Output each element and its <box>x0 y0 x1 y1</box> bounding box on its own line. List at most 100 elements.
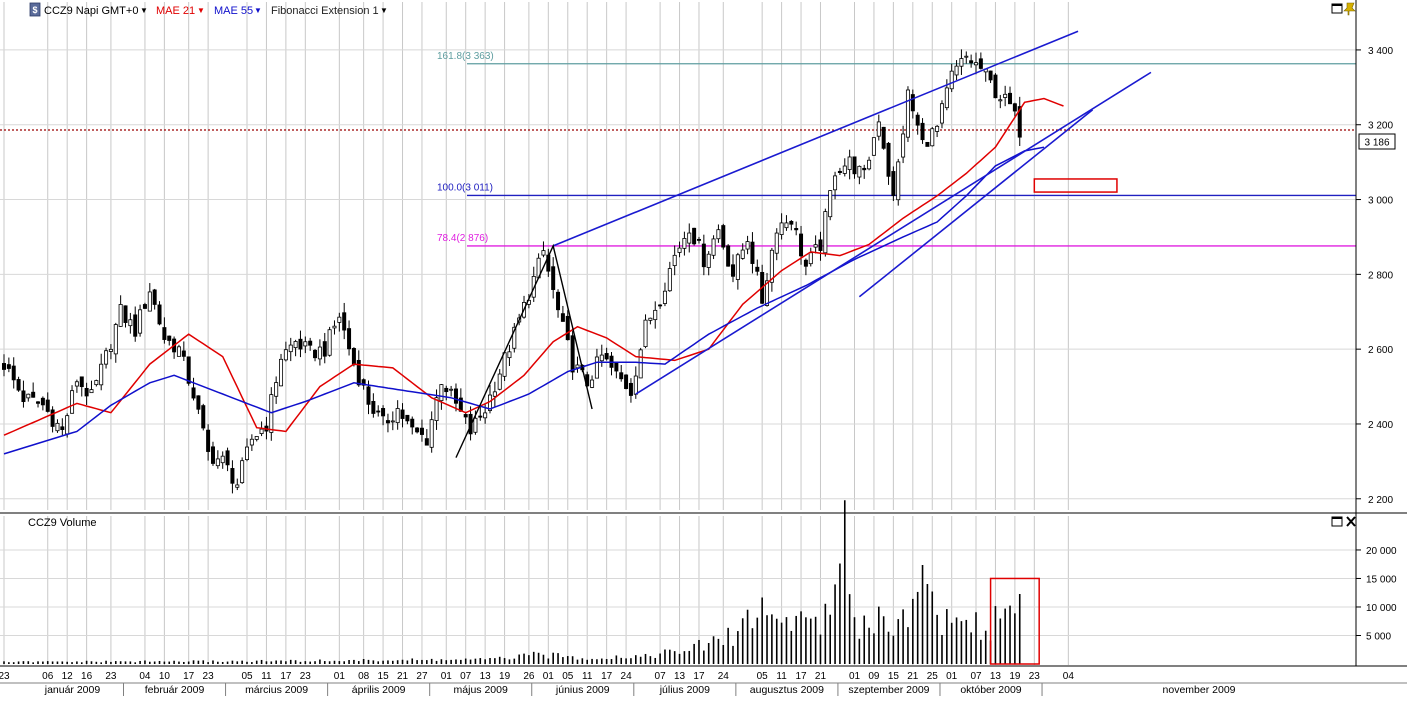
candle-body <box>128 319 133 327</box>
day-tick-label: 01 <box>849 671 861 682</box>
candle-body <box>925 141 930 147</box>
candlesticks <box>2 49 1022 494</box>
price-annotation-box[interactable] <box>1033 178 1118 193</box>
candle-body <box>628 382 633 396</box>
candle-body <box>818 239 823 251</box>
mae55-dropdown-icon[interactable]: ▼ <box>254 6 262 15</box>
day-tick-label: 07 <box>460 671 472 682</box>
candle-body <box>726 245 731 267</box>
candle-body <box>944 87 949 109</box>
day-tick-label: 21 <box>397 671 409 682</box>
candle-body <box>390 420 395 423</box>
candle-body <box>366 386 371 405</box>
day-tick-label: 19 <box>499 671 511 682</box>
candle-body <box>371 400 376 414</box>
price-grid <box>0 2 1356 510</box>
candle-body <box>31 391 36 398</box>
candle-body <box>332 325 337 329</box>
moving-averages <box>3 97 1064 455</box>
last-price-badge <box>1358 133 1396 150</box>
candle-body <box>949 70 954 90</box>
candle-body <box>157 304 162 325</box>
candle-body <box>541 250 546 256</box>
candle-body <box>896 161 901 201</box>
day-tick-label: 13 <box>674 671 686 682</box>
candle-body <box>978 58 983 69</box>
candle-body <box>269 394 274 433</box>
candle-body <box>274 382 279 397</box>
candle-body <box>434 397 439 422</box>
price-tick-label: 2 400 <box>1368 420 1393 431</box>
candle-body <box>876 121 881 137</box>
price-axis: 2 200 2 400 2 600 2 800 3 000 3 200 3 400 <box>1356 46 1393 506</box>
candle-body <box>930 128 935 147</box>
candle-body <box>1003 93 1008 98</box>
symbol-dropdown-icon[interactable]: ▼ <box>140 6 148 15</box>
volume-bars <box>3 500 1021 664</box>
restore-icon[interactable] <box>1331 3 1343 14</box>
day-tick-label: 10 <box>159 671 171 682</box>
candle-body <box>395 408 400 424</box>
month-label: szeptember 2009 <box>848 684 929 696</box>
day-tick-label: 13 <box>990 671 1002 682</box>
candle-body <box>201 405 206 429</box>
trend-channel-line <box>858 109 1094 298</box>
mae55-label[interactable]: MAE 55 <box>214 5 253 17</box>
candle-body <box>210 446 215 464</box>
candle-body <box>279 358 284 387</box>
day-tick-label: 23 <box>105 671 117 682</box>
candle-body <box>833 175 838 191</box>
candle-body <box>162 327 167 340</box>
candle-body <box>721 225 726 248</box>
fibonacci-dropdown-icon[interactable]: ▼ <box>380 6 388 15</box>
candle-body <box>862 167 867 171</box>
candle-body <box>196 395 201 410</box>
pin-icon[interactable] <box>1343 2 1356 16</box>
day-tick-label: 07 <box>970 671 982 682</box>
candle-body <box>308 340 313 346</box>
candle-body <box>444 387 449 393</box>
day-tick-label: 15 <box>888 671 900 682</box>
volume-tick-label: 5 000 <box>1366 631 1391 642</box>
candle-body <box>113 324 118 355</box>
candle-body <box>599 354 604 362</box>
candle-body <box>21 390 26 403</box>
month-label: november 2009 <box>1163 684 1236 696</box>
day-tick-label: 05 <box>562 671 574 682</box>
candle-body <box>731 264 736 277</box>
day-tick-label: 06 <box>42 671 54 682</box>
candle-body <box>779 222 784 235</box>
candle-body <box>463 414 468 418</box>
chart-symbol-icon[interactable] <box>29 2 41 17</box>
volume-annotation-box[interactable] <box>989 577 1040 665</box>
candle-body <box>65 415 70 435</box>
candle-body <box>935 125 940 132</box>
day-tick-label: 07 <box>655 671 667 682</box>
candle-body <box>696 238 701 241</box>
day-tick-label: 19 <box>1009 671 1021 682</box>
fibonacci-label[interactable]: Fibonacci Extension 1 <box>271 5 379 17</box>
candle-body <box>633 375 638 395</box>
volume-tick-label: 15 000 <box>1366 574 1397 585</box>
candle-body <box>220 455 225 464</box>
fibonacci-wave-line <box>455 243 593 458</box>
volume-restore-icon[interactable] <box>1331 516 1343 527</box>
month-label: június 2009 <box>555 684 610 696</box>
candle-body <box>993 74 998 99</box>
candle-body <box>176 346 181 357</box>
candle-body <box>293 341 298 349</box>
candle-body <box>108 348 113 352</box>
candle-body <box>11 365 16 381</box>
symbol-label[interactable]: CCZ9 Napi GMT+0 <box>44 5 138 17</box>
candle-body <box>142 304 147 309</box>
candle-body <box>677 247 682 253</box>
mae21-label[interactable]: MAE 21 <box>156 5 195 17</box>
candle-body <box>507 351 512 359</box>
candle-body <box>745 241 750 250</box>
candle-body <box>740 249 745 259</box>
mae21-dropdown-icon[interactable]: ▼ <box>197 6 205 15</box>
day-tick-label: 23 <box>1029 671 1041 682</box>
close-icon[interactable] <box>1346 516 1356 527</box>
candle-body <box>405 414 410 422</box>
candle-body <box>852 156 857 175</box>
